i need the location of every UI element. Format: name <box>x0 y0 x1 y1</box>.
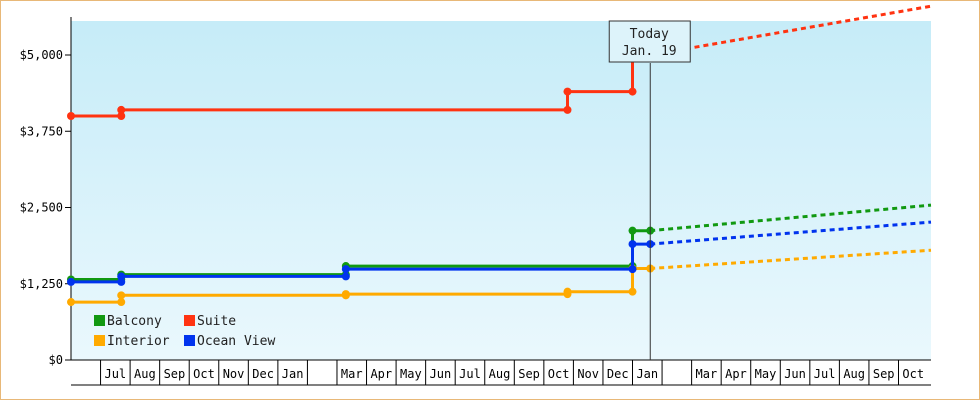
data-point <box>563 105 572 114</box>
x-tick-label: Aug <box>134 367 156 381</box>
data-point <box>563 287 572 296</box>
data-point <box>117 291 126 300</box>
today-date: Jan. 19 <box>622 44 677 59</box>
legend-swatch <box>184 315 195 326</box>
x-tick-label: Sep <box>518 367 540 381</box>
series-group <box>67 4 932 307</box>
series-forecast-line <box>650 220 932 246</box>
x-tick-label: Jun <box>430 367 452 381</box>
x-tick-label: Jan <box>636 367 658 381</box>
data-point <box>67 112 75 120</box>
y-tick-label: $3,750 <box>20 124 63 138</box>
x-tick-label: Nov <box>577 367 599 381</box>
data-point <box>628 265 637 274</box>
series-forecast-line <box>650 203 932 233</box>
today-box <box>608 20 691 63</box>
y-tick-label: $0 <box>49 353 63 367</box>
x-tick-label: Mar <box>696 367 718 381</box>
x-tick-label: Oct <box>548 367 570 381</box>
x-tick-label: Apr <box>370 367 392 381</box>
x-tick-label: Jan <box>282 367 304 381</box>
x-tick-label: Aug <box>843 367 865 381</box>
x-tick-label: Sep <box>164 367 186 381</box>
y-tick-label: $5,000 <box>20 48 63 62</box>
x-tick-label: May <box>400 367 422 381</box>
data-point <box>341 272 350 281</box>
legend-swatch <box>94 315 105 326</box>
x-tick-label: Aug <box>489 367 511 381</box>
data-point <box>117 272 126 281</box>
x-tick-label: Apr <box>725 367 747 381</box>
legend-label: Ocean View <box>197 334 275 349</box>
data-point <box>117 105 126 114</box>
data-point <box>341 290 350 299</box>
legend-label: Interior <box>107 334 170 349</box>
today-marker: Today Jan. 19 <box>608 20 691 360</box>
data-point <box>117 298 126 307</box>
data-point <box>628 287 637 296</box>
x-axis: Jul Aug Sep Oct Nov Dec Jan Mar Apr May Jun Jul Aug S… <box>71 359 931 386</box>
series-forecast-line <box>649 4 932 57</box>
data-point <box>628 226 637 235</box>
x-tick-label: Dec <box>607 367 629 381</box>
data-point <box>117 112 126 120</box>
y-tick-label: $2,500 <box>20 201 63 215</box>
legend: Balcony Suite Interior Ocean View <box>94 314 275 349</box>
data-point <box>117 277 126 286</box>
x-tick-label: Mar <box>341 367 363 381</box>
today-label: Today <box>630 27 669 42</box>
x-tick-label: Oct <box>902 367 924 381</box>
data-point <box>67 298 75 307</box>
data-point <box>563 87 572 96</box>
data-point <box>628 87 637 96</box>
x-tick-label: Jul <box>814 367 836 381</box>
legend-swatch <box>184 335 195 346</box>
y-axis: $0 $1,250 $2,500 $3,750 $5,000 <box>20 17 72 367</box>
legend-swatch <box>94 335 105 346</box>
legend-label: Balcony <box>107 314 162 329</box>
x-tick-label: May <box>755 367 777 381</box>
data-point <box>67 277 75 286</box>
data-point <box>341 265 350 274</box>
legend-label: Suite <box>197 314 236 329</box>
series-forecast-line <box>650 248 932 270</box>
x-tick-label: Oct <box>193 367 215 381</box>
x-tick-label: Dec <box>252 367 274 381</box>
x-tick-label: Jul <box>459 367 481 381</box>
x-tick-label: Sep <box>873 367 895 381</box>
x-tick-label: Nov <box>223 367 245 381</box>
plot-background <box>71 21 931 360</box>
data-point <box>628 240 637 249</box>
x-tick-label: Jul <box>104 367 126 381</box>
y-tick-label: $1,250 <box>20 277 63 291</box>
x-tick-label: Jun <box>784 367 806 381</box>
